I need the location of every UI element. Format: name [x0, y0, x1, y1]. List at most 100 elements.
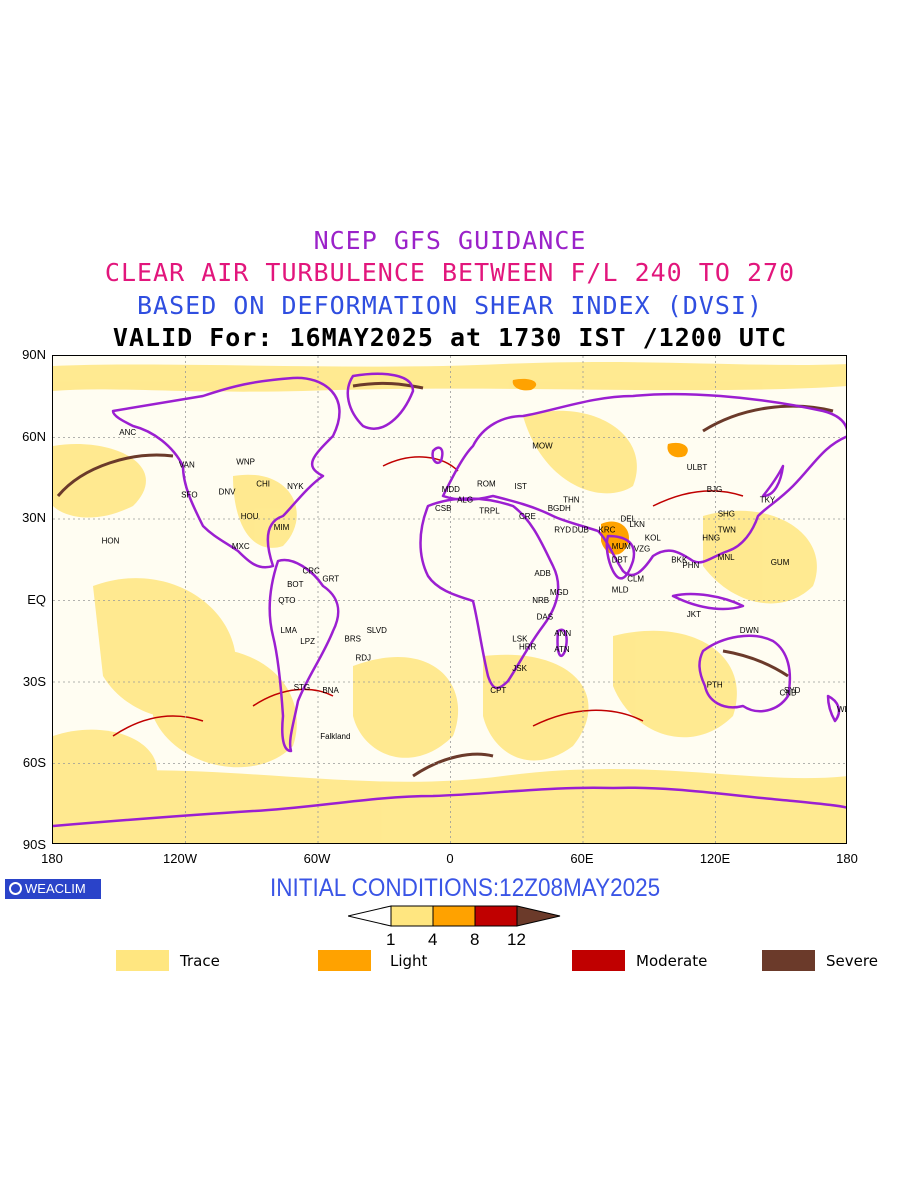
station-label-lsk: LSK: [512, 634, 528, 643]
station-label-ann: ANN: [554, 629, 571, 638]
graticule: [53, 356, 846, 843]
station-label-ryd: RYD: [554, 526, 571, 535]
title-line-2: CLEAR AIR TURBULENCE BETWEEN F/L 240 TO …: [104, 258, 796, 287]
station-label-lpz: LPZ: [300, 637, 315, 646]
station-label-cre: CRE: [519, 512, 536, 521]
moderate-bands: [112, 456, 744, 737]
colorbar: [348, 905, 561, 927]
station-label-hon: HON: [102, 537, 120, 546]
lat-label-60s: 60S: [22, 755, 46, 770]
lat-label-30s: 30S: [22, 674, 46, 689]
station-label-nrb: NRB: [532, 596, 549, 605]
trace-areas: [53, 362, 846, 843]
station-label-mow: MOW: [532, 441, 553, 450]
colorbar-tick-12: 12: [507, 930, 526, 949]
station-label-syd: SYD: [784, 686, 801, 695]
station-label-ist: IST: [515, 482, 528, 491]
station-label-cpt: CPT: [490, 686, 506, 695]
station-label-lma: LMA: [281, 626, 298, 635]
title-line-1: NCEP GFS GUIDANCE: [313, 226, 587, 255]
lat-label-90s: 90S: [22, 837, 46, 852]
station-label-nyk: NYK: [287, 482, 304, 491]
station-label-trpl: TRPL: [479, 507, 500, 516]
station-label-dbt: DBT: [612, 556, 628, 565]
legend-label-light: Light: [390, 952, 428, 970]
station-label-wlt: WLT: [837, 705, 847, 714]
lat-label-30n: 30N: [22, 510, 46, 525]
station-label-bna: BNA: [322, 686, 339, 695]
station-label-grt: GRT: [322, 575, 339, 584]
station-label-gum: GUM: [771, 558, 790, 567]
station-label-sfo: SFO: [181, 490, 197, 499]
initial-conditions: INITIAL CONDITIONS:12Z08MAY2025: [270, 874, 661, 902]
lon-label-180w: 180: [41, 851, 63, 866]
station-label-bjg: BJG: [707, 485, 723, 494]
station-label-vzg: VZG: [634, 545, 650, 554]
station-label-wnp: WNP: [236, 458, 255, 467]
lon-label-60w: 60W: [303, 851, 331, 866]
station-label-bkk: BKK: [671, 556, 688, 565]
station-label-mum: MUM: [612, 542, 631, 551]
station-label-alg: ALG: [457, 496, 473, 505]
station-label-mim: MIM: [274, 523, 290, 532]
lon-label-120w: 120W: [163, 851, 197, 866]
station-label-das: DAS: [537, 613, 553, 622]
station-label-phn: PHN: [682, 561, 699, 570]
station-label-hrr: HRR: [519, 642, 537, 651]
valid-time-title: VALID For: 16MAY2025 at 1730 IST /1200 U…: [112, 323, 788, 352]
lat-label-eq: EQ: [27, 592, 46, 607]
station-label-brs: BRS: [345, 634, 361, 643]
legend-swatch-moderate: [572, 950, 625, 971]
legend-swatch-severe: [762, 950, 815, 971]
legend-label-moderate: Moderate: [636, 952, 708, 970]
station-label-csb: CSB: [435, 504, 451, 513]
station-label-bgdh: BGDH: [548, 504, 571, 513]
legend-swatch-light: [318, 950, 371, 971]
station-label-mnl: MNL: [718, 553, 735, 562]
station-label-rdj: RDJ: [356, 653, 372, 662]
lat-label-60n: 60N: [22, 429, 46, 444]
station-label-ulbt: ULBT: [687, 463, 708, 472]
title-line-3: BASED ON DEFORMATION SHEAR INDEX (DVSI): [137, 291, 763, 320]
station-label-tky: TKY: [760, 496, 776, 505]
station-label-mxc: MXC: [232, 542, 250, 551]
lon-label-120e: 120E: [699, 851, 731, 866]
station-label-anc: ANC: [119, 428, 136, 437]
station-label-mdd: MDD: [442, 485, 460, 494]
station-label-cnb: CNB: [780, 689, 797, 698]
station-label-jsk: JSK: [512, 664, 527, 673]
station-label-adb: ADB: [534, 569, 550, 578]
station-label-krc: KRC: [599, 526, 616, 535]
weaclim-logo: WEACLIM: [5, 879, 101, 899]
station-label-mgd: MGD: [550, 588, 569, 597]
station-label-hng: HNG: [702, 534, 720, 543]
station-label-clm: CLM: [627, 575, 644, 584]
station-label-qto: QTO: [278, 596, 295, 605]
station-label-del: DEL: [621, 515, 637, 524]
copyright-icon: [9, 882, 22, 895]
station-label-slvd: SLVD: [367, 626, 388, 635]
station-label-dnv: DNV: [219, 488, 237, 497]
colorbar-tick-1: 1: [386, 930, 396, 949]
station-label-falkland: Falkland: [320, 732, 350, 741]
legend-label-trace: Trace: [180, 952, 220, 970]
brand-name: WEACLIM: [25, 881, 86, 896]
station-label-hou: HOU: [241, 512, 259, 521]
station-label-thn: THN: [563, 496, 580, 505]
station-label-crc: CRC: [303, 566, 321, 575]
station-label-van: VAN: [179, 460, 195, 469]
station-label-atn: ATN: [554, 645, 570, 654]
legend-label-severe: Severe: [826, 952, 878, 970]
station-label-twn: TWN: [718, 526, 736, 535]
lat-label-90n: 90N: [22, 347, 46, 362]
station-label-mld: MLD: [612, 585, 629, 594]
station-label-dwn: DWN: [740, 626, 759, 635]
station-label-shg: SHG: [718, 509, 735, 518]
colorbar-tick-8: 8: [470, 930, 480, 949]
station-label-rom: ROM: [477, 479, 496, 488]
lon-label-180e: 180: [836, 851, 858, 866]
station-label-jkt: JKT: [687, 610, 701, 619]
station-label-chi: CHI: [256, 479, 270, 488]
